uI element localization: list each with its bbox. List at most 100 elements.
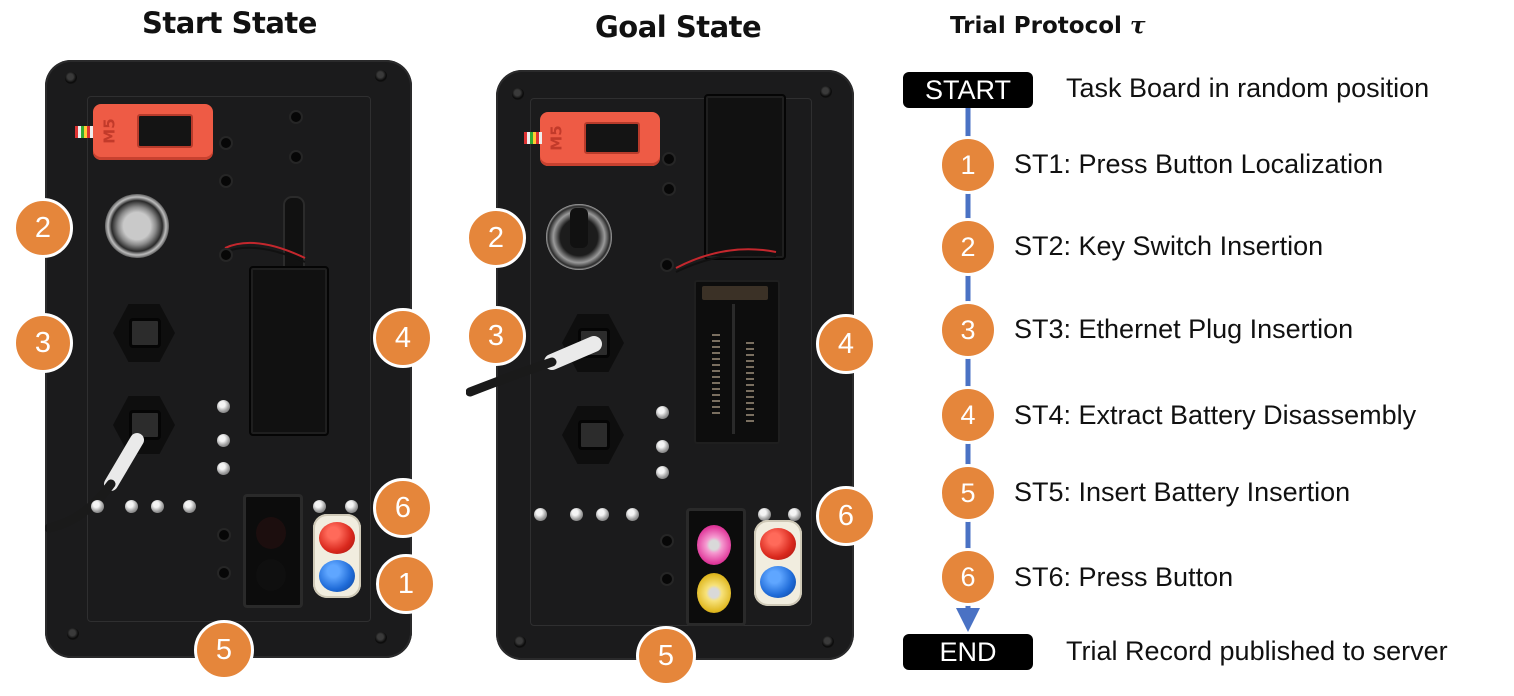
step-label-5: ST5: Insert Battery Insertion: [1014, 477, 1351, 507]
red-button: [319, 522, 355, 554]
peg: [217, 400, 230, 413]
peg: [656, 440, 669, 453]
key-knob: [570, 208, 588, 248]
red-black-wire: [675, 248, 777, 273]
button-panel: [313, 514, 361, 598]
goal-badge-2: 2: [466, 208, 526, 268]
start-badge-6: 6: [373, 478, 433, 538]
red-button: [760, 528, 796, 560]
peg: [656, 466, 669, 479]
peg: [788, 508, 801, 521]
tau-symbol: τ: [1129, 12, 1146, 39]
step-badge-5: 5: [939, 464, 997, 522]
mount-hole: [662, 574, 672, 584]
screw: [375, 70, 387, 82]
wire-connector: [75, 126, 93, 138]
peg: [217, 434, 230, 447]
screw: [514, 636, 526, 648]
protocol-heading-text: Trial Protocol: [950, 13, 1122, 39]
peg: [345, 500, 358, 513]
mount-hole: [291, 112, 301, 122]
peg: [626, 508, 639, 521]
end-pill: END: [903, 634, 1033, 670]
mount-hole: [662, 260, 672, 270]
m5-screen: [584, 122, 640, 154]
goal-badge-6: 6: [816, 486, 876, 546]
peg: [91, 500, 104, 513]
mount-hole: [221, 176, 231, 186]
step-label-4: ST4: Extract Battery Disassembly: [1014, 400, 1417, 430]
peg: [656, 406, 669, 419]
m5-device: M5: [540, 112, 660, 166]
mount-hole: [221, 138, 231, 148]
start-description: Task Board in random position: [1066, 73, 1430, 103]
start-badge-2: 2: [13, 198, 73, 258]
peg: [534, 508, 547, 521]
mount-hole: [221, 250, 231, 260]
ethernet-cable: [466, 336, 602, 397]
peg: [217, 462, 230, 475]
goal-badge-5: 5: [636, 626, 696, 686]
peg: [151, 500, 164, 513]
battery-holder-filled: [686, 508, 746, 626]
screw: [512, 88, 524, 100]
battery-box: [249, 266, 329, 436]
battery-box: [704, 94, 786, 260]
step-label-1: ST1: Press Button Localization: [1014, 149, 1384, 179]
wire-connector: [524, 132, 542, 144]
screw: [820, 86, 832, 98]
peg: [596, 508, 609, 521]
m5-device: M5: [93, 104, 213, 160]
start-badge-4: 4: [373, 308, 433, 368]
step-badge-1: 1: [939, 136, 997, 194]
start-badge-3: 3: [13, 313, 73, 373]
step-badge-4: 4: [939, 386, 997, 444]
protocol-heading: Trial Protocol τ: [950, 12, 1145, 39]
step-label-3: ST3: Ethernet Plug Insertion: [1014, 314, 1354, 344]
key-switch: [105, 194, 169, 258]
end-description: Trial Record published to server: [1066, 636, 1448, 666]
button-panel: [754, 520, 802, 606]
open-battery-holder: [694, 280, 780, 444]
mount-hole: [664, 184, 674, 194]
screw: [822, 636, 834, 648]
pink-battery: [697, 525, 731, 565]
goal-state-heading: Goal State: [595, 10, 762, 44]
red-black-wire: [224, 241, 306, 263]
step-badge-6: 6: [939, 548, 997, 606]
yellow-battery: [697, 573, 731, 613]
peg: [758, 508, 771, 521]
step-label-2: ST2: Key Switch Insertion: [1014, 231, 1324, 261]
arrow-head-icon: [956, 608, 980, 632]
board-inner-frame: [530, 98, 812, 626]
ethernet-cable: [45, 433, 144, 533]
mount-hole: [291, 152, 301, 162]
m5-logo: M5: [547, 125, 566, 151]
goal-badge-4: 4: [816, 314, 876, 374]
m5-logo: M5: [100, 118, 119, 144]
start-task-board: M5: [45, 60, 412, 658]
peg: [125, 500, 138, 513]
start-state-heading: Start State: [142, 6, 317, 40]
peg: [570, 508, 583, 521]
mount-hole: [219, 530, 229, 540]
start-badge-5: 5: [194, 620, 254, 680]
screw: [375, 632, 387, 644]
step-label-6: ST6: Press Button: [1014, 562, 1234, 592]
mount-hole: [664, 154, 674, 164]
peg: [183, 500, 196, 513]
goal-task-board: M5: [466, 70, 854, 660]
battery-holder-empty: [243, 494, 303, 608]
blue-button: [319, 560, 355, 592]
start-badge-1: 1: [376, 554, 436, 614]
screw: [67, 628, 79, 640]
m5-screen: [137, 114, 193, 148]
mount-hole: [219, 568, 229, 578]
screw: [65, 72, 77, 84]
mount-hole: [662, 536, 672, 546]
start-pill: START: [903, 72, 1033, 108]
goal-badge-3: 3: [466, 306, 526, 366]
step-badge-3: 3: [939, 301, 997, 359]
peg: [313, 500, 326, 513]
step-badge-2: 2: [939, 218, 997, 276]
